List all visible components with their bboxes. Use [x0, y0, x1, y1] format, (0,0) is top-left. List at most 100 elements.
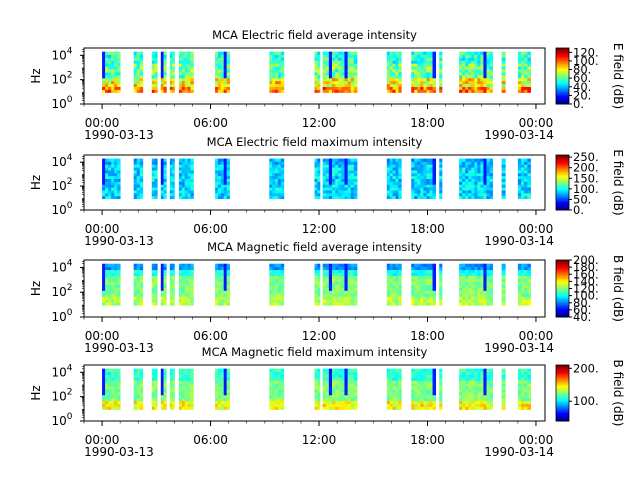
spectrogram-cell: [420, 80, 424, 85]
spectrogram-cell: [163, 181, 167, 185]
spectrogram-cell: [277, 190, 282, 194]
spectrogram-cell: [187, 72, 191, 76]
spectrogram-cell: [423, 77, 427, 82]
spectrogram-cell: [521, 51, 525, 55]
spectrogram-cell: [411, 380, 415, 384]
spectrogram-cell: [527, 178, 531, 182]
spectrogram-cell: [272, 380, 276, 384]
spectrogram-cell: [483, 164, 487, 168]
spectrogram-cell: [169, 269, 173, 274]
spectrogram-cell: [489, 368, 493, 372]
colorbar-step: [556, 207, 569, 210]
spectrogram-cell: [133, 170, 138, 174]
colorbar-step: [556, 76, 569, 78]
spectrogram-cell: [341, 63, 345, 67]
spectrogram-cell: [332, 195, 336, 200]
spectrogram-cell: [226, 266, 230, 271]
spectrogram-cell: [217, 377, 222, 381]
spectrogram-cell: [325, 397, 330, 402]
spectrogram-cell: [335, 192, 339, 197]
colorbar-step: [556, 412, 569, 415]
spectrogram-cell: [163, 184, 167, 188]
spectrogram-cell: [111, 284, 115, 288]
spectrogram-cell: [386, 187, 391, 191]
colorbar-step: [556, 84, 569, 87]
spectrogram-cell: [151, 175, 155, 180]
spectrogram-cell: [169, 161, 173, 165]
spectrogram-cell: [386, 386, 391, 390]
spectrogram-cell: [187, 296, 191, 300]
spectrogram-cell: [181, 272, 186, 276]
spectrogram-cell: [187, 302, 191, 306]
spectrogram-cell: [432, 293, 437, 297]
spectrogram-cell: [483, 190, 487, 194]
spectrogram-cell: [489, 377, 493, 381]
spectrogram-cell: [139, 371, 144, 375]
spectrogram-cell: [521, 89, 525, 93]
colorbar-step: [556, 291, 569, 294]
spectrogram-cell: [187, 281, 191, 285]
spectrogram-cell: [338, 394, 342, 399]
colorbar-step: [556, 404, 569, 407]
spectrogram-cell: [102, 181, 106, 185]
spectrogram-cell: [483, 86, 487, 90]
spectrogram-cell: [341, 57, 345, 61]
spectrogram-cell: [420, 72, 424, 76]
spectrogram-cell: [392, 397, 396, 402]
spectrogram-cell: [108, 389, 112, 393]
spectrogram-cell: [102, 374, 106, 378]
spectrogram-cell: [335, 72, 339, 76]
spectrogram-cell: [417, 83, 421, 88]
spectrogram-cell: [184, 302, 188, 306]
spectrogram-cell: [314, 290, 318, 294]
spectrogram-cell: [325, 192, 330, 197]
colorbar-step: [556, 204, 569, 207]
spectrogram-cells: [102, 263, 531, 306]
spectrogram-cell: [439, 374, 443, 378]
spectrogram-cell: [178, 377, 183, 381]
spectrogram-cell: [136, 266, 141, 271]
spectrogram-cell: [111, 63, 115, 67]
spectrogram-cell: [432, 386, 437, 390]
colorbar-step: [556, 99, 569, 102]
spectrogram-cell: [220, 181, 225, 185]
spectrogram-cell: [468, 397, 472, 402]
spectrogram-cell: [215, 391, 219, 396]
spectrogram-cell: [353, 72, 358, 76]
spectrogram-cell: [178, 281, 183, 285]
spectrogram-cell: [269, 293, 273, 297]
spectrogram-cell: [398, 383, 402, 387]
spectrogram-cell: [432, 380, 437, 384]
colorbar-step: [556, 70, 569, 73]
spectrogram-cell: [338, 167, 342, 171]
spectrogram-cell: [314, 368, 318, 372]
spectrogram-cell: [223, 89, 228, 93]
x-tick-label: 18:00: [410, 222, 445, 236]
spectrogram-cell: [398, 181, 402, 185]
spectrogram-cell: [217, 86, 222, 90]
spectrogram-cell: [226, 394, 230, 399]
spectrogram-cell: [468, 287, 472, 291]
spectrogram-cell: [521, 397, 525, 402]
spectrogram-cell: [462, 299, 466, 303]
spectrogram-cell: [432, 51, 437, 55]
spectrogram-cell: [178, 57, 183, 61]
spectrogram-cell: [423, 269, 427, 274]
spectrogram-cell: [392, 269, 396, 274]
spectrogram-cell: [217, 184, 222, 188]
spectrogram-cell: [411, 397, 415, 402]
spectrogram-cell: [411, 368, 415, 372]
spectrogram-cell: [501, 89, 506, 93]
spectrogram-cell: [474, 69, 478, 73]
colorbar-step: [556, 400, 569, 402]
x-tick-label: 12:00: [302, 433, 337, 447]
spectrogram-cell: [420, 74, 424, 79]
colorbar-label: B field (dB): [611, 255, 625, 322]
spectrogram-cell: [417, 175, 421, 180]
spectrogram-cell: [395, 406, 399, 410]
spectrogram-cell: [480, 397, 484, 402]
spectrogram-cell: [486, 406, 490, 410]
colorbar-step: [556, 92, 569, 95]
colorbar: 0.20.40.60.80.100.120. E field (dB): [555, 43, 625, 111]
spectrogram-cell: [190, 83, 194, 88]
